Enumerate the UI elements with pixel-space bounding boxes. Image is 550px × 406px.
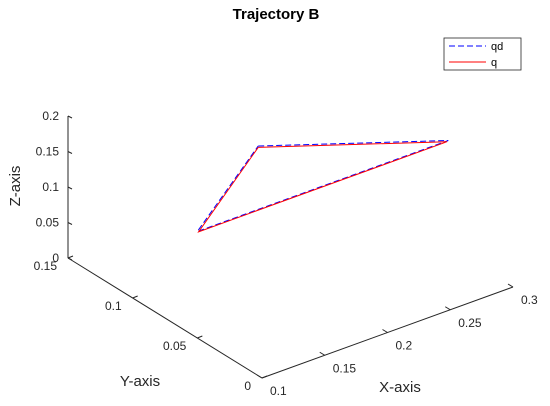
x-tick-label: 0.15 (333, 361, 357, 375)
x-tick-mark (444, 306, 451, 311)
series-layer (195, 140, 449, 233)
y-axis-line (67, 257, 263, 379)
x-tick-label: 0.1 (270, 384, 287, 398)
legend: qd q (443, 37, 522, 71)
x-tick-mark (382, 329, 388, 333)
legend-label-qd: qd (491, 41, 503, 53)
z-tick-label: 0.15 (36, 145, 60, 159)
z-axis: 0 0.05 0.1 0.15 0.2 Z-axis (7, 109, 73, 265)
legend-box (443, 37, 522, 71)
y-tick-mark (132, 295, 138, 299)
series-line-q (197, 141, 448, 233)
x-tick-label: 0.25 (458, 316, 482, 330)
x-tick-label: 0.3 (521, 293, 538, 307)
y-tick-label: 0.15 (34, 259, 58, 273)
z-tick-label: 0.2 (42, 109, 59, 123)
y-tick-label: 0 (244, 379, 251, 393)
legend-label-q: q (491, 57, 497, 69)
z-tick-mark (67, 115, 73, 119)
y-tick-label: 0.05 (163, 339, 187, 353)
z-tick-mark (67, 222, 73, 225)
z-tick-label: 0 (52, 251, 59, 265)
z-tick-mark (67, 151, 73, 154)
z-tick-label: 0.05 (36, 216, 60, 230)
y-tick-mark (67, 255, 74, 259)
x-tick-label: 0.2 (396, 339, 413, 353)
z-axis-label: Z-axis (7, 166, 24, 207)
series-line-qd (195, 140, 449, 233)
x-tick-mark (319, 351, 326, 356)
x-tick-mark (256, 374, 263, 379)
z-tick-mark (67, 186, 73, 190)
z-tick-label: 0.1 (42, 180, 59, 194)
chart-title: Trajectory B (233, 6, 320, 23)
y-tick-label: 0.1 (105, 299, 122, 313)
x-axis-label: X-axis (379, 379, 421, 396)
y-tick-mark (197, 335, 203, 339)
y-axis: 0 0.05 0.1 0.15 Y-axis (34, 255, 268, 393)
x-axis: 0.1 0.15 0.2 0.25 0.3 X-axis (256, 283, 538, 398)
y-axis-label: Y-axis (120, 373, 160, 390)
x-tick-mark (507, 283, 514, 288)
